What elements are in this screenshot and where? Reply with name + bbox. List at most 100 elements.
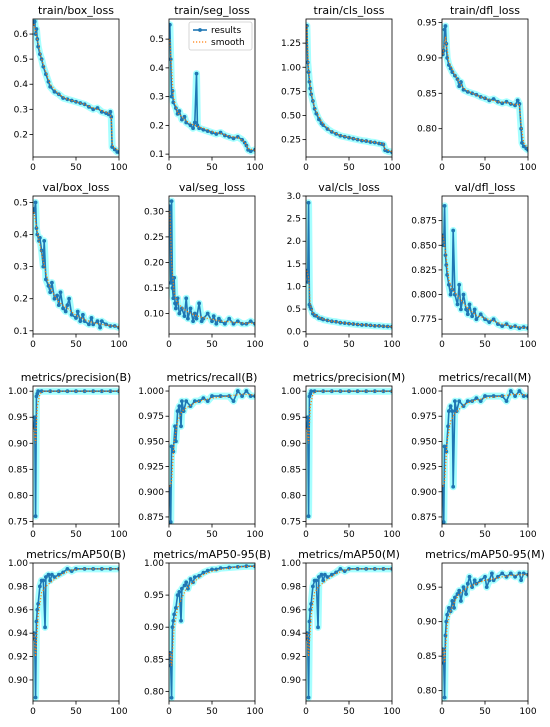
subplot: metrics/mAP50-95(M) 0 50 100 0.80 0.85 0.90 0.9…: [417, 548, 545, 717]
y-tick-label: 0.25: [144, 233, 164, 243]
results-point: [227, 565, 232, 570]
results-point: [310, 584, 315, 589]
results-point: [108, 109, 113, 114]
results-point: [306, 200, 311, 205]
subplot: val/seg_loss 0 50 100 0.10 0.15 0.20 0.25 0.30: [144, 181, 264, 350]
results-point: [39, 57, 44, 62]
subplot-title: metrics/recall(B): [167, 371, 258, 384]
x-tick-label: 100: [383, 163, 400, 173]
results-point: [74, 99, 78, 104]
results-point: [104, 322, 108, 327]
results-point: [33, 206, 37, 211]
results-point: [517, 571, 522, 576]
results-point: [50, 280, 54, 285]
x-tick-label: 50: [206, 707, 218, 717]
results-point: [210, 394, 214, 398]
results-point: [33, 200, 38, 205]
x-tick-label: 0: [303, 340, 309, 350]
results-point: [99, 389, 104, 394]
results-point: [442, 203, 447, 208]
subplot-title: train/dfl_loss: [450, 4, 520, 17]
results-point: [117, 150, 119, 154]
results-point: [205, 311, 210, 316]
subplot: train/box_loss 0 50 100 0.2 0.3 0.4 0.5 0.6: [14, 4, 128, 173]
results-point: [169, 695, 174, 700]
subplot-title: metrics/mAP50(M): [298, 548, 400, 561]
results-point: [33, 514, 38, 519]
results-point: [201, 396, 206, 400]
results-point: [180, 306, 184, 311]
results-band: [33, 198, 119, 332]
subplot-title: metrics/precision(M): [293, 371, 406, 384]
smooth-line: [169, 565, 255, 666]
results-point: [467, 574, 472, 579]
subplot-title: metrics/recall(M): [439, 371, 532, 384]
results-point: [364, 323, 369, 327]
results-point: [491, 317, 496, 322]
results-point: [329, 130, 334, 134]
y-tick-label: 0.0: [287, 328, 302, 338]
series-group: [442, 387, 528, 524]
results-point: [316, 625, 320, 630]
x-tick-label: 50: [343, 163, 355, 173]
results-point: [46, 572, 51, 577]
results-point: [177, 109, 182, 113]
results-point: [175, 296, 180, 301]
subplot-title: metrics/mAP50-95(B): [153, 548, 271, 561]
results-point: [37, 584, 42, 589]
results-point: [248, 149, 253, 154]
subplot: train/seg_loss 0 50 100 0.1 0.2 0.3 0.4 0.5 resul…: [150, 4, 264, 173]
results-point: [214, 321, 219, 326]
y-tick-label: 0.875: [138, 513, 164, 523]
series-group: [442, 202, 528, 332]
results-point: [39, 248, 44, 253]
subplot: train/dfl_loss 0 50 100 0.80 0.85 0.90 0.95: [417, 4, 537, 173]
results-point: [36, 389, 41, 394]
y-tick-label: 1.00: [8, 559, 28, 569]
y-tick-label: 1.00: [281, 63, 301, 73]
smooth-line: [169, 211, 255, 324]
results-point: [180, 117, 184, 122]
x-tick-label: 100: [246, 707, 263, 717]
y-tick-label: 0.800: [411, 291, 437, 301]
results-point: [78, 319, 83, 324]
results-point: [500, 324, 505, 329]
results-point: [223, 133, 227, 138]
results-point: [180, 399, 184, 404]
legend-results-label: results: [211, 26, 241, 36]
results-point: [82, 102, 87, 107]
y-tick-label: 0.96: [8, 606, 28, 616]
x-tick-label: 0: [439, 530, 445, 540]
results-point: [461, 87, 466, 92]
results-point: [308, 607, 313, 612]
results-point: [517, 389, 522, 393]
smooth-line: [306, 390, 392, 444]
y-tick-label: 0.1: [150, 150, 164, 160]
y-tick-label: 1.00: [8, 387, 28, 397]
results-line: [33, 390, 119, 517]
x-tick-label: 50: [343, 707, 355, 717]
results-point: [52, 296, 57, 301]
results-point: [180, 586, 184, 591]
x-tick-label: 100: [519, 530, 536, 540]
results-point: [317, 575, 321, 579]
smooth-line: [33, 568, 119, 657]
results-point: [513, 574, 517, 579]
results-point: [210, 319, 214, 324]
results-point: [360, 138, 364, 143]
results-point: [496, 99, 500, 104]
results-point: [182, 314, 187, 319]
results-point: [48, 84, 53, 89]
results-point: [192, 120, 197, 125]
x-tick-label: 100: [110, 340, 127, 350]
results-band: [306, 22, 392, 156]
x-tick-label: 50: [479, 707, 491, 717]
results-point: [478, 94, 483, 99]
results-point: [231, 321, 236, 326]
results-point: [309, 92, 314, 97]
x-tick-label: 0: [30, 707, 36, 717]
results-point: [464, 307, 468, 312]
subplot-title: metrics/precision(B): [21, 371, 132, 384]
results-point: [99, 319, 104, 324]
results-point: [235, 389, 240, 393]
